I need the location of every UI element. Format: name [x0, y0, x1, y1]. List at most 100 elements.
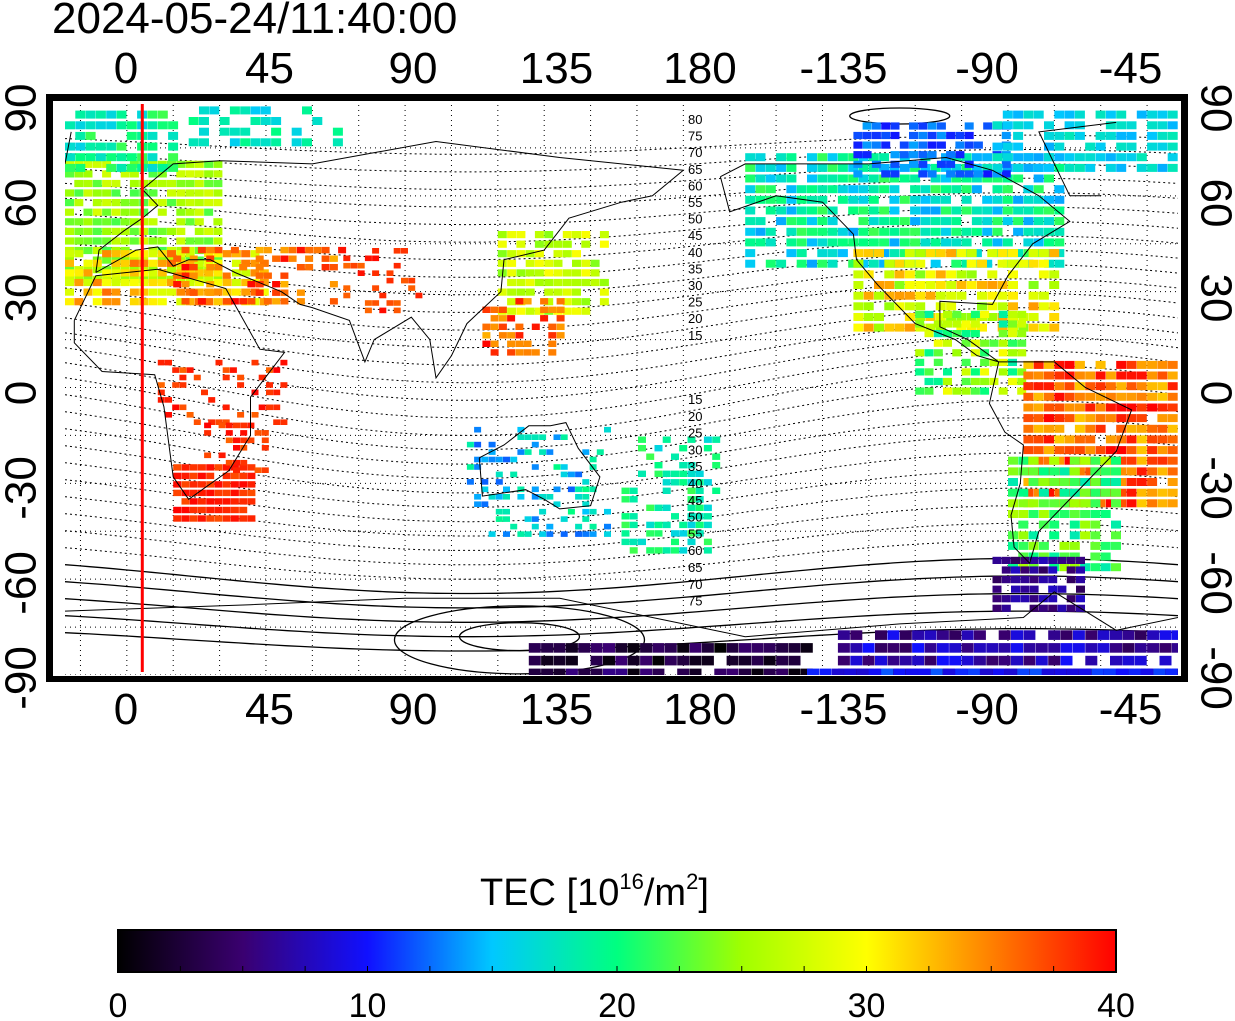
tec-cell: [273, 404, 281, 411]
tec-cell: [120, 208, 130, 216]
tec-cell: [204, 227, 214, 235]
tec-cell: [927, 170, 937, 178]
tec-cell: [827, 174, 838, 183]
tec-cell: [539, 508, 547, 515]
colorbar-scale: [117, 929, 1117, 973]
tec-cell: [553, 464, 561, 470]
tec-cell: [1048, 585, 1058, 593]
tec-cell: [1100, 563, 1111, 572]
tec-cell: [239, 481, 248, 488]
tec-cell: [1028, 510, 1039, 518]
tec-cell: [1038, 488, 1049, 497]
tec-cell: [181, 246, 190, 254]
tec-cell: [786, 163, 797, 172]
tec-cell: [534, 250, 544, 258]
tec-cell: [1064, 414, 1075, 423]
tec-cell: [924, 630, 937, 640]
tec-cell: [703, 504, 712, 511]
tec-cell: [1064, 163, 1075, 172]
tec-cell: [546, 523, 554, 530]
tec-cell: [1126, 488, 1137, 497]
tec-cell: [229, 106, 240, 115]
tec-cell: [1017, 368, 1027, 376]
tec-cell: [1090, 563, 1101, 572]
tec-cell: [871, 131, 881, 140]
tec-cell: [1100, 510, 1111, 518]
tec-cell: [970, 377, 980, 386]
tec-cell: [230, 298, 239, 305]
tec-cell: [83, 160, 93, 168]
tec-cell: [189, 289, 198, 296]
tec-cell: [1167, 121, 1178, 130]
tec-cell: [970, 368, 980, 376]
tec-cell: [796, 259, 807, 268]
tec-cell: [1153, 668, 1166, 675]
tec-cell: [74, 170, 84, 178]
tec-cell: [271, 138, 282, 147]
tec-cell: [1167, 414, 1178, 423]
tec-cell: [1076, 585, 1085, 593]
tec-cell: [1147, 467, 1158, 476]
tec-cell: [204, 160, 214, 168]
tec-cell: [977, 281, 987, 289]
tec-cell: [495, 456, 503, 463]
tec-cell: [1018, 499, 1029, 508]
tec-cell: [65, 189, 74, 197]
tec-cell: [971, 249, 982, 258]
right-latitude-tick-label: -90: [1191, 646, 1235, 710]
tec-cell: [548, 323, 557, 330]
tec-cell: [1076, 595, 1085, 603]
tec-cell: [1147, 131, 1158, 140]
tec-cell: [507, 315, 516, 322]
tec-cell: [930, 195, 941, 204]
tec-cell: [230, 506, 239, 514]
tec-cell: [194, 208, 204, 216]
tec-cell: [329, 298, 338, 305]
tec-cell: [490, 349, 499, 356]
tec-cell: [646, 530, 655, 537]
tec-cell: [689, 655, 702, 666]
tec-cell: [111, 288, 121, 296]
tec-cell: [679, 547, 688, 554]
tec-cell: [918, 160, 928, 168]
tec-cell: [745, 185, 756, 194]
tec-cell: [894, 259, 905, 268]
tec-cell: [528, 643, 541, 653]
tec-cell: [1044, 478, 1054, 486]
tec-cell: [240, 127, 251, 136]
tec-cell: [544, 278, 554, 287]
tec-cell: [1054, 238, 1065, 247]
tec-cell: [827, 153, 838, 162]
tec-cell: [261, 445, 269, 451]
tec-cell: [1064, 478, 1075, 486]
tec-cell: [197, 472, 206, 480]
tec-cell: [1069, 520, 1080, 529]
tec-cell: [194, 237, 204, 245]
tec-cell: [955, 131, 965, 140]
tec-cell: [1095, 478, 1106, 486]
tec-cell: [225, 437, 233, 444]
tec-cell: [646, 504, 655, 511]
tec-cell: [652, 668, 665, 675]
tec-cell: [1057, 556, 1067, 564]
tec-cell: [92, 160, 102, 168]
tec-cell: [980, 377, 990, 386]
tec-cell: [1105, 456, 1116, 465]
tec-cell: [936, 122, 946, 130]
tec-cell: [241, 288, 251, 296]
tec-cell: [260, 106, 271, 115]
tec-cell: [1136, 414, 1147, 423]
tec-cell: [225, 430, 233, 436]
tec-cell: [858, 217, 869, 226]
tec-cell: [1038, 604, 1048, 612]
tec-cell: [65, 237, 74, 245]
tec-cell: [745, 227, 756, 236]
tec-cell: [1002, 110, 1013, 119]
tec-cell: [582, 531, 590, 537]
tec-cell: [230, 472, 239, 480]
tec-cell: [837, 195, 848, 204]
tec-cell: [157, 269, 167, 277]
tec-cell: [871, 160, 881, 168]
tec-cell: [1159, 655, 1172, 666]
tec-cell: [229, 127, 240, 136]
